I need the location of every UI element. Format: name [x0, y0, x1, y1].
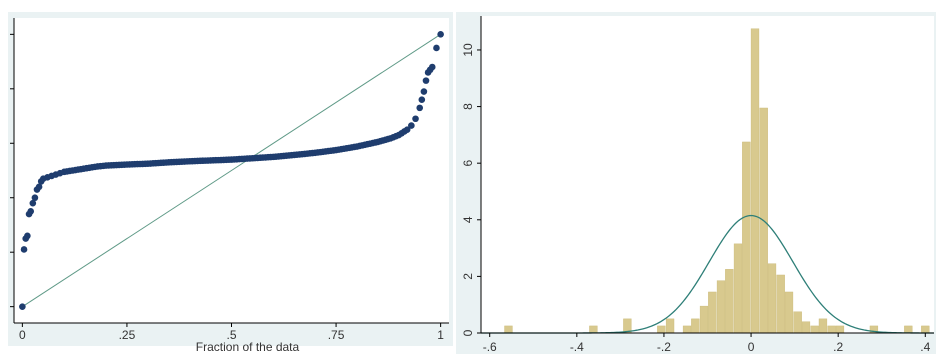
histogram-bar — [708, 291, 717, 334]
quantile-point — [428, 63, 436, 71]
histogram-bar — [589, 325, 598, 334]
x-tick-label: .75 — [328, 328, 345, 342]
histogram-bar — [818, 318, 828, 334]
histogram-bar — [657, 325, 666, 334]
x-tick-label: 1 — [437, 328, 444, 342]
y-tick-label: 8 — [461, 103, 475, 110]
histogram-bar — [691, 318, 700, 334]
quantile-point — [416, 104, 424, 112]
x-tick-label: -.6 — [483, 340, 497, 354]
histogram-bar — [742, 141, 751, 334]
histogram-bar — [665, 318, 675, 334]
histogram-bar — [810, 325, 819, 334]
y-tick-label: 6 — [461, 160, 475, 167]
quantile-plot-panel: 0 .25 .5 .75 1 Fraction of the data — [8, 12, 453, 354]
quantile-point — [422, 77, 430, 84]
x-tick-label: .4 — [920, 340, 930, 354]
histogram-bar — [733, 243, 743, 334]
y-tick-label: 0 — [461, 329, 475, 336]
quantile-point — [24, 232, 31, 240]
x-tick-label: -.4 — [570, 340, 584, 354]
histogram-bar — [784, 291, 794, 334]
quantile-point — [29, 199, 37, 207]
x-tick-label: -.2 — [657, 340, 671, 354]
x-tick-label: .5 — [226, 328, 236, 342]
y-tick-label: 2 — [461, 273, 475, 280]
quantile-point — [19, 303, 26, 310]
histogram-bar — [767, 263, 777, 334]
x-tick-label: .2 — [833, 340, 843, 354]
quantile-point — [35, 183, 43, 191]
histogram-bar — [682, 325, 692, 334]
x-tick-label: 0 — [19, 328, 26, 342]
y-tick-label: 4 — [461, 216, 475, 223]
quantile-point — [27, 208, 35, 215]
quantile-point — [408, 122, 415, 129]
quantile-point — [31, 194, 39, 202]
reference-line — [22, 33, 441, 308]
quantile-point — [437, 31, 444, 38]
histogram-bar — [835, 325, 845, 334]
x-tick-label: .25 — [119, 328, 136, 342]
quantile-point — [418, 96, 426, 103]
histogram-bar — [827, 325, 836, 334]
histogram-bar — [801, 321, 811, 334]
quantile-point — [420, 88, 428, 95]
histogram-bar — [699, 305, 709, 334]
x-tick-label: 0 — [748, 340, 755, 354]
quantile-point — [20, 246, 28, 253]
histogram-bar — [776, 274, 785, 334]
histogram-bar — [750, 28, 760, 334]
histogram-bar — [793, 311, 802, 334]
x-axis-title: Fraction of the data — [196, 340, 300, 354]
plot-area — [481, 16, 934, 333]
histogram-bar — [904, 325, 913, 334]
histogram-bar — [504, 325, 513, 334]
histogram-bar — [716, 280, 726, 334]
quantile-point — [403, 126, 411, 133]
histogram-bar — [725, 269, 734, 334]
quantile-point — [433, 44, 440, 52]
histogram-bar — [921, 325, 930, 334]
quantile-point — [412, 115, 419, 123]
y-tick-label: 10 — [461, 43, 475, 57]
histogram-panel: 0 2 4 6 8 10 -.6 -.4 -.2 0 .2 .4 — [456, 12, 936, 354]
